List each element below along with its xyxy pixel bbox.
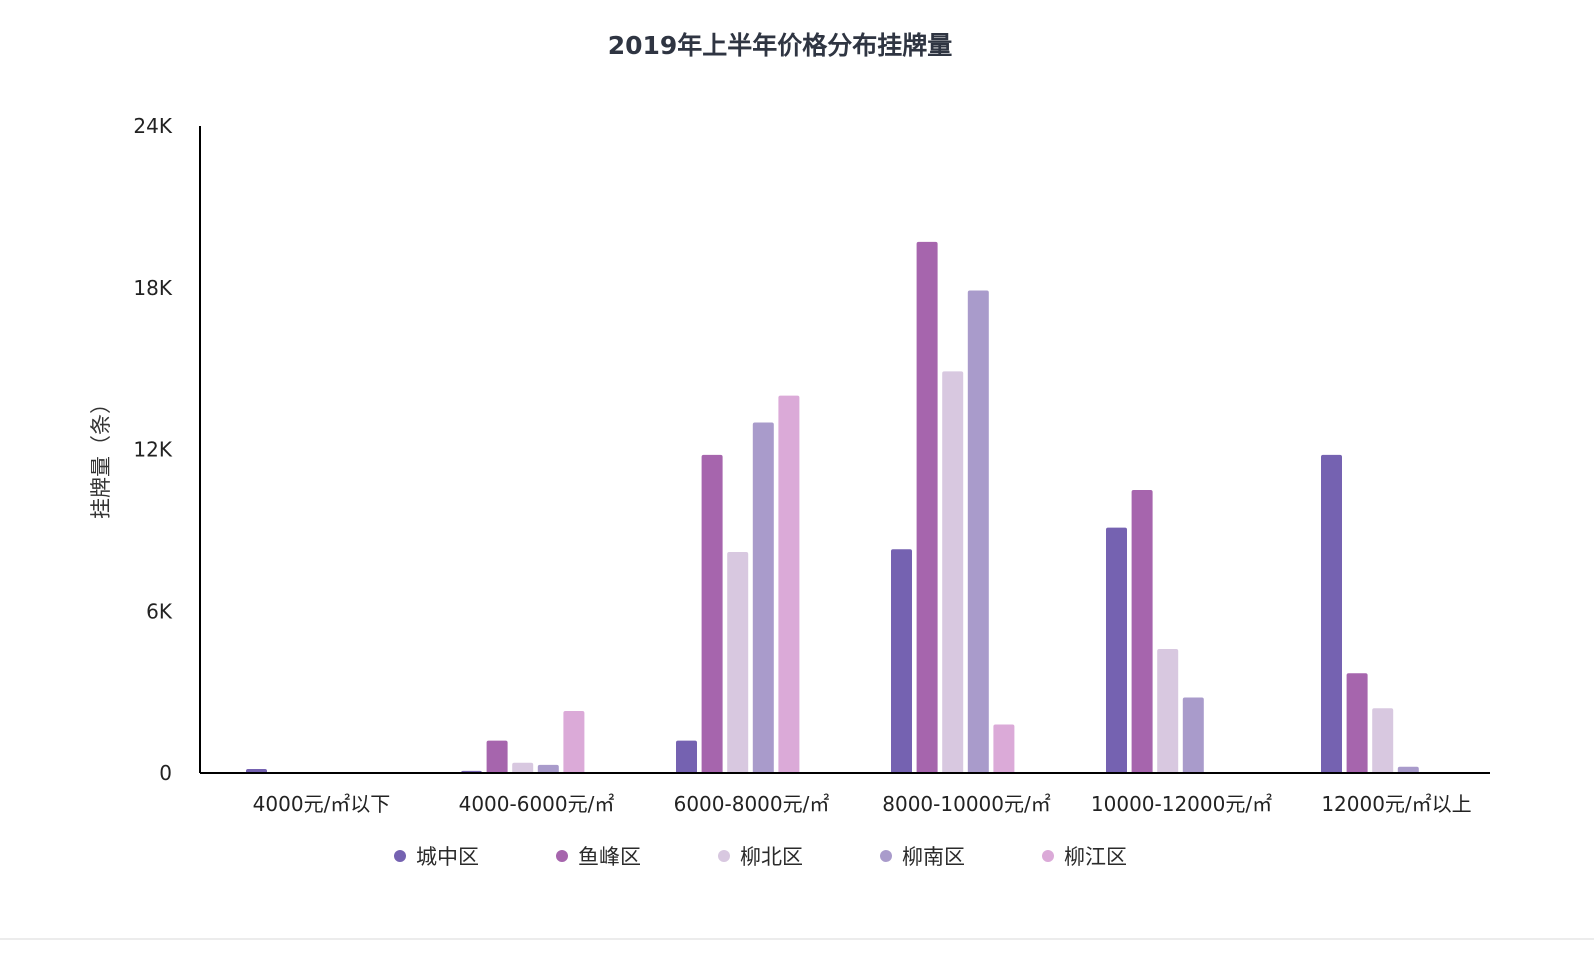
legend-label: 柳南区 — [902, 845, 965, 869]
x-tick-label: 12000元/㎡以上 — [1321, 792, 1471, 816]
bar-3-4 — [993, 724, 1015, 773]
y-tick-label: 24K — [133, 114, 172, 138]
legend: 城中区 鱼峰区 柳北区 柳南区 柳江区 — [394, 838, 1204, 874]
bar-0-0 — [246, 768, 267, 773]
bar-5-1 — [1346, 673, 1368, 773]
x-tick-label: 10000-12000元/㎡ — [1091, 792, 1272, 816]
chart-title: 2019年上半年价格分布挂牌量 — [607, 31, 953, 60]
legend-item: 柳江区 — [1042, 841, 1204, 871]
y-tick-label: 0 — [159, 761, 172, 785]
bar-4-1 — [1131, 489, 1153, 773]
y-tick-label: 6K — [146, 599, 173, 623]
bar-2-1 — [701, 454, 723, 773]
bottom-divider — [0, 938, 1594, 940]
y-tick-label: 12K — [133, 438, 172, 462]
bar-1-3 — [537, 764, 559, 773]
bar-4-3 — [1182, 697, 1204, 773]
bar-4-0 — [1106, 527, 1127, 773]
bar-2-4 — [778, 395, 800, 773]
bar-3-1 — [916, 241, 938, 773]
legend-swatch — [394, 850, 406, 862]
x-tick-label: 4000元/㎡以下 — [253, 792, 391, 816]
bar-1-1 — [486, 740, 508, 773]
legend-item: 柳北区 — [718, 841, 880, 871]
legend-swatch — [556, 850, 568, 862]
bar-2-3 — [752, 422, 774, 773]
legend-swatch — [1042, 850, 1054, 862]
legend-label: 柳北区 — [740, 845, 803, 869]
legend-label: 柳江区 — [1064, 845, 1127, 869]
x-tick-label: 8000-10000元/㎡ — [882, 792, 1050, 816]
legend-swatch — [880, 850, 892, 862]
bar-1-4 — [563, 710, 585, 773]
legend-label: 城中区 — [416, 845, 479, 869]
x-tick-label: 6000-8000元/㎡ — [674, 792, 830, 816]
x-tick-label: 4000-6000元/㎡ — [459, 792, 615, 816]
legend-item: 城中区 — [394, 841, 556, 871]
bar-2-2 — [727, 551, 749, 773]
bar-4-2 — [1157, 648, 1179, 773]
legend-label: 鱼峰区 — [578, 845, 641, 869]
bar-3-0 — [891, 549, 912, 773]
bar-5-0 — [1321, 454, 1342, 773]
legend-item: 柳南区 — [880, 841, 1042, 871]
bar-3-2 — [942, 371, 964, 773]
bar-1-2 — [512, 762, 534, 773]
bar-2-0 — [676, 740, 697, 773]
bar-5-2 — [1372, 708, 1394, 773]
legend-swatch — [718, 850, 730, 862]
y-tick-label: 18K — [133, 276, 172, 300]
bar-3-3 — [967, 290, 989, 773]
bar-5-3 — [1397, 766, 1419, 773]
legend-item: 鱼峰区 — [556, 841, 718, 871]
